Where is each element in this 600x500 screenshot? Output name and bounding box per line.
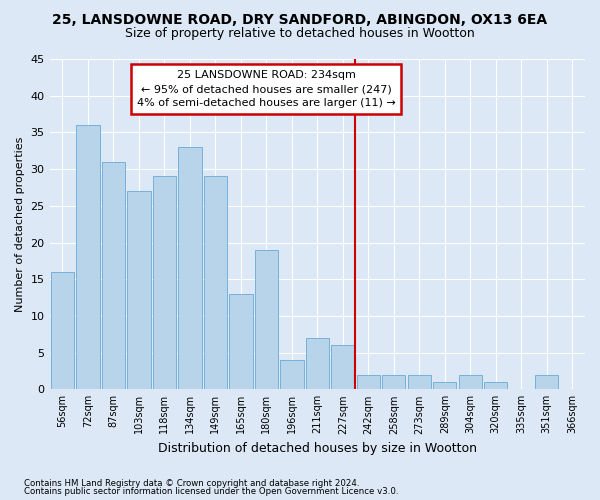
- Bar: [229, 294, 253, 390]
- Bar: [407, 374, 431, 390]
- Bar: [305, 338, 329, 390]
- Bar: [178, 147, 202, 390]
- Bar: [331, 346, 355, 390]
- Text: 25 LANSDOWNE ROAD: 234sqm
← 95% of detached houses are smaller (247)
4% of semi-: 25 LANSDOWNE ROAD: 234sqm ← 95% of detac…: [137, 70, 395, 108]
- X-axis label: Distribution of detached houses by size in Wootton: Distribution of detached houses by size …: [158, 442, 477, 455]
- Bar: [382, 374, 406, 390]
- Text: Contains HM Land Registry data © Crown copyright and database right 2024.: Contains HM Land Registry data © Crown c…: [24, 478, 359, 488]
- Bar: [535, 374, 559, 390]
- Bar: [127, 191, 151, 390]
- Bar: [280, 360, 304, 390]
- Text: Size of property relative to detached houses in Wootton: Size of property relative to detached ho…: [125, 28, 475, 40]
- Bar: [458, 374, 482, 390]
- Text: Contains public sector information licensed under the Open Government Licence v3: Contains public sector information licen…: [24, 487, 398, 496]
- Bar: [433, 382, 457, 390]
- Bar: [76, 125, 100, 390]
- Bar: [203, 176, 227, 390]
- Bar: [484, 382, 508, 390]
- Y-axis label: Number of detached properties: Number of detached properties: [15, 136, 25, 312]
- Bar: [356, 374, 380, 390]
- Bar: [50, 272, 74, 390]
- Bar: [152, 176, 176, 390]
- Bar: [101, 162, 125, 390]
- Text: 25, LANSDOWNE ROAD, DRY SANDFORD, ABINGDON, OX13 6EA: 25, LANSDOWNE ROAD, DRY SANDFORD, ABINGD…: [52, 12, 548, 26]
- Bar: [254, 250, 278, 390]
